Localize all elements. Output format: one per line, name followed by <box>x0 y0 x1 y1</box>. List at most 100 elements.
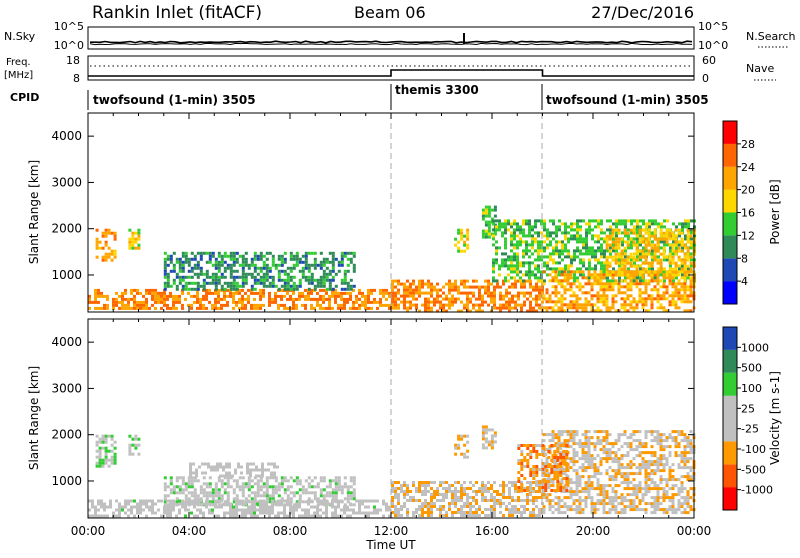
heatmap-cell <box>236 261 239 264</box>
heatmap-cell <box>439 511 442 514</box>
heatmap-cell <box>597 487 600 490</box>
heatmap-cell <box>304 512 307 515</box>
heatmap-cell <box>412 481 415 484</box>
heatmap-cell <box>687 235 690 238</box>
heatmap-cell <box>630 487 633 490</box>
heatmap-cell <box>485 428 488 431</box>
heatmap-cell <box>537 270 540 273</box>
heatmap-cell <box>151 289 154 292</box>
heatmap-cell <box>684 282 687 285</box>
heatmap-cell <box>657 463 660 466</box>
colorbar-swatch <box>723 213 737 236</box>
heatmap-cell <box>609 442 612 445</box>
heatmap-cell <box>642 256 645 259</box>
heatmap-cell <box>603 270 606 273</box>
heatmap-cell <box>636 484 639 487</box>
heatmap-cell <box>672 279 675 282</box>
heatmap-cell <box>236 258 239 261</box>
heatmap-cell <box>353 476 356 479</box>
heatmap-cell <box>669 235 672 238</box>
heatmap-cell <box>624 291 627 294</box>
heatmap-cell <box>621 457 624 460</box>
heatmap-cell <box>508 298 511 301</box>
heatmap-cell <box>621 502 624 505</box>
heatmap-cell <box>131 438 134 441</box>
heatmap-cell <box>663 253 666 256</box>
heatmap-cell <box>657 291 660 294</box>
heatmap-cell <box>112 301 115 304</box>
heatmap-cell <box>188 276 191 279</box>
heatmap-cell <box>224 288 227 291</box>
heatmap-cell <box>397 292 400 295</box>
heatmap-cell <box>564 288 567 291</box>
heatmap-cell <box>573 502 576 505</box>
heatmap-cell <box>275 264 278 267</box>
heatmap-cell <box>332 288 335 291</box>
heatmap-cell <box>130 292 133 295</box>
heatmap-cell <box>513 255 516 258</box>
heatmap-cell <box>271 301 274 304</box>
heatmap-cell <box>266 494 269 497</box>
heatmap-cell <box>128 244 131 247</box>
heatmap-cell <box>296 479 299 482</box>
heatmap-cell <box>227 479 230 482</box>
heatmap-cell <box>588 249 591 252</box>
heatmap-cell <box>289 509 292 512</box>
heatmap-cell <box>245 273 248 276</box>
heatmap-cell <box>618 253 621 256</box>
heatmap-cell <box>448 487 451 490</box>
heatmap-cell <box>594 270 597 273</box>
heatmap-cell <box>448 505 451 508</box>
heatmap-cell <box>612 303 615 306</box>
heatmap-cell <box>603 487 606 490</box>
heatmap-cell <box>567 252 570 255</box>
heatmap-cell <box>660 481 663 484</box>
heatmap-cell <box>353 255 356 258</box>
heatmap-cell <box>219 475 222 478</box>
heatmap-cell <box>182 491 185 494</box>
heatmap-cell <box>642 274 645 277</box>
heatmap-cell <box>222 475 225 478</box>
heatmap-cell <box>624 259 627 262</box>
heatmap-cell <box>290 252 293 255</box>
heatmap-cell <box>268 512 271 515</box>
heatmap-cell <box>263 494 266 497</box>
heatmap-cell <box>504 246 507 249</box>
heatmap-cell <box>672 285 675 288</box>
heatmap-cell <box>454 298 457 301</box>
heatmap-cell <box>373 301 376 304</box>
heatmap-cell <box>124 503 127 506</box>
heatmap-cell <box>488 212 491 215</box>
heatmap-cell <box>184 509 187 512</box>
heatmap-cell <box>460 490 463 493</box>
heatmap-cell <box>418 481 421 484</box>
heatmap-cell <box>651 505 654 508</box>
heatmap-cell <box>645 502 648 505</box>
heatmap-cell <box>103 304 106 307</box>
heatmap-cell <box>326 276 329 279</box>
heatmap-cell <box>570 234 573 237</box>
heatmap-cell <box>663 235 666 238</box>
heatmap-cell <box>573 222 576 225</box>
heatmap-cell <box>678 294 681 297</box>
heatmap-cell <box>624 433 627 436</box>
heatmap-cell <box>672 496 675 499</box>
heatmap-cell <box>654 439 657 442</box>
heatmap-cell <box>648 460 651 463</box>
heatmap-cell <box>472 484 475 487</box>
heatmap-cell <box>352 512 355 515</box>
heatmap-cell <box>252 463 255 466</box>
heatmap-cell <box>257 479 260 482</box>
heatmap-cell <box>636 231 639 234</box>
heatmap-cell <box>681 273 684 276</box>
heatmap-cell <box>219 466 222 469</box>
heatmap-cell <box>457 447 460 450</box>
heatmap-cell <box>630 240 633 243</box>
heatmap-cell <box>573 279 576 282</box>
heatmap-cell <box>499 295 502 298</box>
heatmap-cell <box>621 433 624 436</box>
heatmap-cell <box>332 488 335 491</box>
heatmap-cell <box>466 456 469 459</box>
heatmap-cell <box>687 288 690 291</box>
heatmap-cell <box>307 503 310 506</box>
